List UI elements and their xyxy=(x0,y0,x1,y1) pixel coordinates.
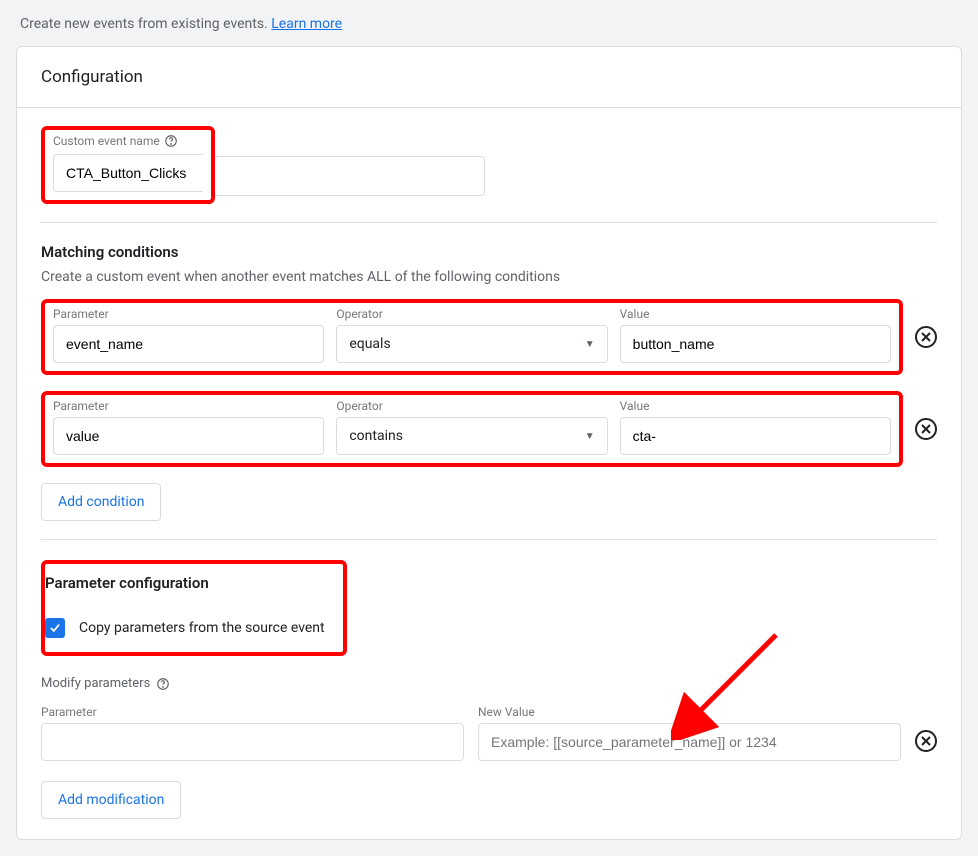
mod-newvalue-label: New Value xyxy=(478,705,901,719)
value-label: Value xyxy=(620,399,891,413)
learn-more-link[interactable]: Learn more xyxy=(271,16,342,32)
help-icon[interactable] xyxy=(164,134,178,148)
chevron-down-icon: ▼ xyxy=(585,339,595,350)
matching-title: Matching conditions xyxy=(41,243,937,261)
annotation-highlight-custom-event: Custom event name xyxy=(41,126,215,204)
value-label: Value xyxy=(620,307,891,321)
condition-operator-select[interactable]: equals ▼ xyxy=(336,325,607,363)
top-hint: Create new events from existing events. … xyxy=(0,0,978,46)
mod-param-label: Parameter xyxy=(41,705,464,719)
annotation-highlight-condition-1: Parameter Operator contains ▼ Value xyxy=(41,391,903,467)
help-icon[interactable] xyxy=(156,677,170,691)
hint-text: Create new events from existing events. xyxy=(20,16,271,32)
param-label: Parameter xyxy=(53,307,324,321)
operator-label: Operator xyxy=(336,399,607,413)
add-condition-button[interactable]: Add condition xyxy=(41,483,161,521)
param-label: Parameter xyxy=(53,399,324,413)
copy-parameters-label: Copy parameters from the source event xyxy=(79,620,325,636)
modify-parameters-label: Modify parameters xyxy=(41,676,937,691)
chevron-down-icon: ▼ xyxy=(585,431,595,442)
condition-parameter-input[interactable] xyxy=(53,417,324,455)
card-title: Configuration xyxy=(17,47,961,108)
condition-parameter-input[interactable] xyxy=(53,325,324,363)
remove-modification-button[interactable] xyxy=(915,730,937,752)
add-modification-button[interactable]: Add modification xyxy=(41,781,181,819)
param-config-title: Parameter configuration xyxy=(45,574,325,592)
custom-event-label: Custom event name xyxy=(53,134,203,148)
condition-value-input[interactable] xyxy=(620,325,891,363)
remove-condition-button[interactable] xyxy=(915,418,937,440)
copy-parameters-checkbox[interactable] xyxy=(45,618,65,638)
mod-newvalue-input[interactable] xyxy=(478,723,901,761)
remove-condition-button[interactable] xyxy=(915,326,937,348)
annotation-highlight-param-config: Parameter configuration Copy parameters … xyxy=(41,560,347,656)
configuration-card: Configuration Custom event name xyxy=(16,46,962,840)
matching-subtitle: Create a custom event when another event… xyxy=(41,269,937,285)
condition-operator-select[interactable]: contains ▼ xyxy=(336,417,607,455)
mod-parameter-input[interactable] xyxy=(41,723,464,761)
condition-value-input[interactable] xyxy=(620,417,891,455)
custom-event-input[interactable] xyxy=(53,154,203,192)
operator-label: Operator xyxy=(336,307,607,321)
annotation-highlight-condition-0: Parameter Operator equals ▼ Value xyxy=(41,299,903,375)
